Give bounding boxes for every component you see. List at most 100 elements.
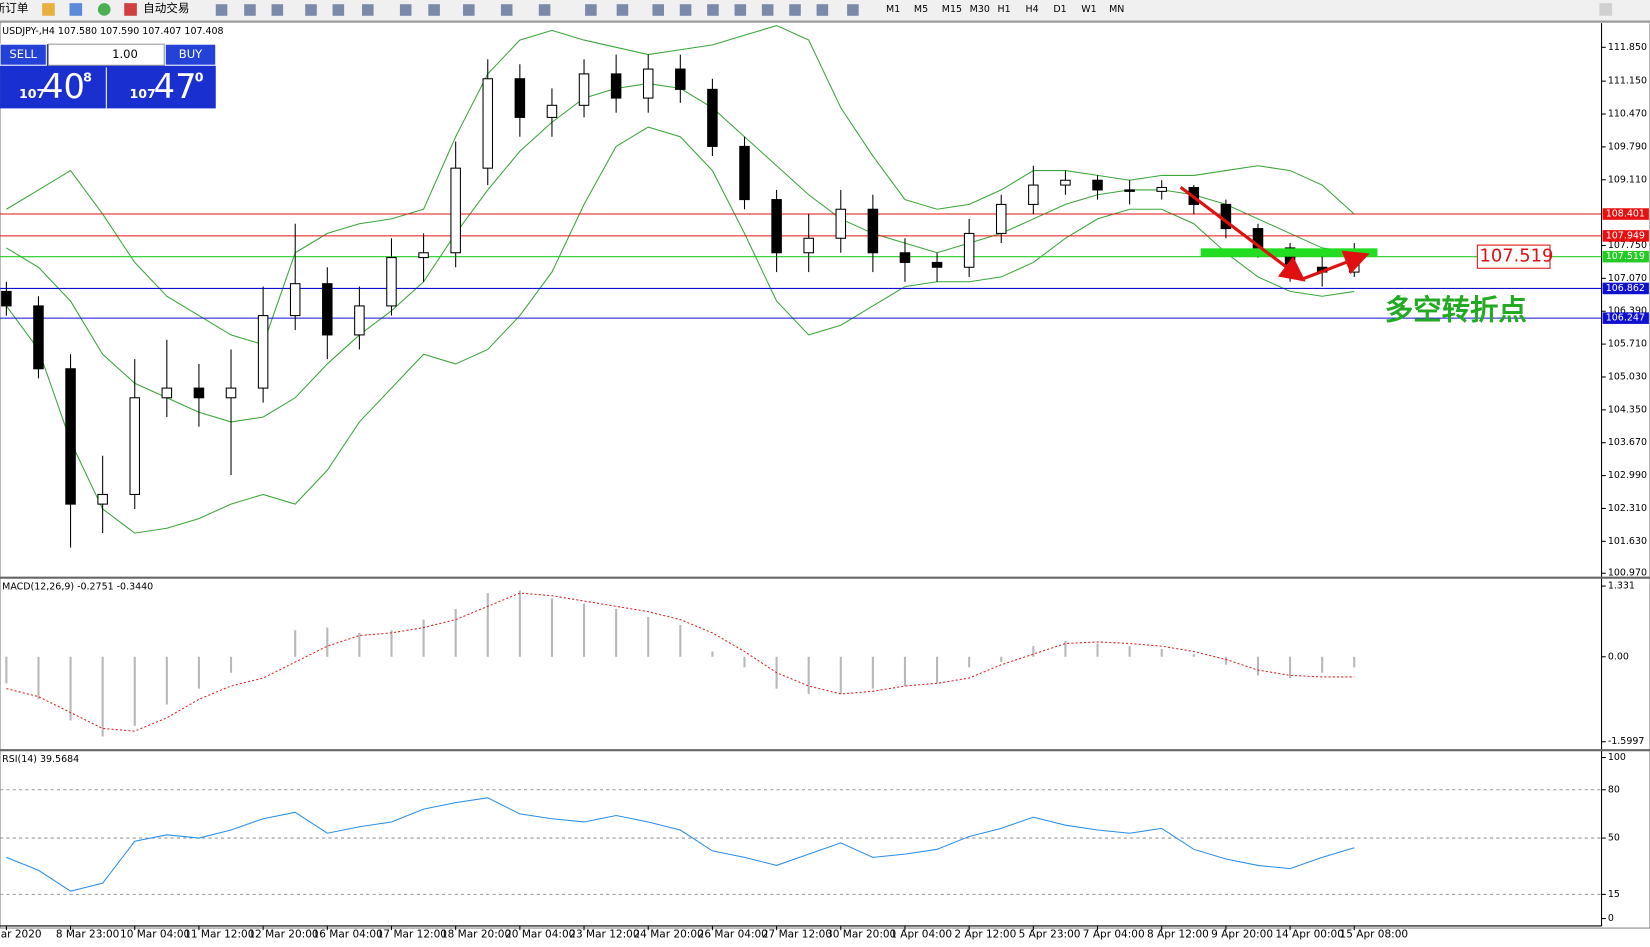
tool-icon[interactable]	[816, 4, 829, 16]
icon[interactable]	[124, 3, 137, 16]
candle-body	[963, 232, 975, 268]
candle-body	[354, 305, 365, 336]
tool-icon[interactable]	[244, 4, 256, 16]
tool-icon[interactable]	[305, 4, 317, 16]
timeframe-button[interactable]: W1	[1081, 4, 1096, 15]
sell-price-big[interactable]: 40	[42, 67, 85, 106]
y-tick-label: 106.390	[1608, 306, 1647, 317]
candle-body	[514, 78, 526, 118]
price-callout	[1476, 244, 1551, 269]
indicator-header: RSI(14) 39.5684	[2, 754, 79, 765]
sell-price-sup[interactable]: 8	[83, 69, 92, 84]
tool-icon[interactable]	[399, 4, 412, 16]
timeframe-button[interactable]: H4	[1025, 4, 1038, 15]
timeframe-button[interactable]: M5	[914, 4, 928, 15]
price-tag-label: 106.247	[1606, 313, 1645, 324]
x-tick-label: 1 Apr 04:00	[890, 928, 952, 940]
y-tick-label: 104.350	[1608, 404, 1647, 415]
trade-panel: SELL 1.00 BUY 107 40 8 107 47 0	[0, 43, 217, 109]
timeframe-button[interactable]: M30	[970, 4, 990, 15]
tool-icon[interactable]	[761, 4, 774, 16]
tool-icon[interactable]	[585, 4, 597, 16]
candle-body	[289, 283, 301, 317]
tool-icon[interactable]	[616, 4, 629, 16]
tool-icon[interactable]	[428, 4, 440, 16]
sell-price-prefix[interactable]: 107	[19, 86, 45, 101]
x-tick-label: 9 Apr 20:00	[1211, 928, 1273, 940]
buy-price-prefix[interactable]: 107	[129, 86, 155, 101]
new-order-button[interactable]: 新订单	[0, 1, 28, 15]
buy-label[interactable]: BUY	[179, 47, 203, 61]
candle-body	[1028, 184, 1039, 205]
tool-icon[interactable]	[679, 4, 692, 16]
timeframe-button[interactable]: D1	[1053, 4, 1066, 15]
tool-icon[interactable]	[538, 4, 551, 16]
icon[interactable]	[42, 3, 55, 16]
x-tick-label: 12 Mar 20:00	[248, 928, 318, 940]
candle-body	[1060, 179, 1071, 186]
candle-body	[97, 493, 108, 505]
tool-icon[interactable]	[500, 4, 513, 16]
tool-icon[interactable]	[332, 4, 345, 16]
y-tick-label: 109.110	[1608, 174, 1647, 185]
candle-body	[899, 252, 911, 263]
sell-button[interactable]	[0, 43, 47, 66]
chart-frame	[0, 21, 1650, 929]
price-tag-label: 106.862	[1606, 283, 1645, 294]
indicator-header: USDJPY-,H4 107.580 107.590 107.407 107.4…	[2, 26, 223, 37]
y-tick-label: 107.750	[1608, 240, 1647, 251]
timeframe-button[interactable]: M15	[942, 4, 962, 15]
tool-icon[interactable]	[362, 4, 374, 16]
timeframe-button[interactable]: H1	[998, 4, 1011, 15]
tool-icon[interactable]	[734, 4, 747, 16]
annotation: 多空转折点	[1385, 293, 1527, 326]
candle-body	[1252, 228, 1264, 249]
arrow	[1302, 250, 1370, 281]
lot-input[interactable]	[47, 43, 165, 66]
tool-icon[interactable]	[789, 4, 801, 16]
x-tick-label: 20 Mar 04:00	[505, 928, 575, 940]
candle-body	[386, 257, 397, 307]
buy-price-sup[interactable]: 0	[195, 69, 204, 84]
tool-icon[interactable]	[271, 4, 284, 16]
y-tick-label: 102.310	[1608, 503, 1647, 514]
y-tick-label: 107.070	[1608, 273, 1647, 284]
x-tick-label: Mar 2020	[0, 928, 42, 940]
y-tick-label: -1.5997	[1608, 736, 1645, 747]
y-tick-label: 100.970	[1608, 568, 1647, 579]
tool-icon[interactable]	[215, 4, 228, 16]
timeframe-button[interactable]: M1	[886, 4, 900, 15]
y-tick-label: 110.470	[1608, 109, 1647, 120]
lot-value[interactable]: 1.00	[112, 47, 138, 61]
tool-icon[interactable]	[847, 4, 859, 16]
x-tick-label: 10 Mar 04:00	[120, 928, 190, 940]
candle-body	[1092, 179, 1103, 191]
price-tag	[1602, 208, 1649, 220]
tool-icon[interactable]	[652, 4, 665, 16]
y-tick-label: 0.00	[1608, 651, 1629, 662]
x-tick-label: 8 Mar 23:00	[56, 928, 120, 940]
price-tag	[1602, 250, 1649, 263]
buy-price-big[interactable]: 47	[154, 67, 197, 106]
sell-label[interactable]: SELL	[9, 47, 37, 61]
y-tick-label: 109.790	[1608, 141, 1647, 152]
search-icon[interactable]	[1599, 3, 1613, 16]
candle-body	[1, 290, 12, 307]
x-tick-label: 2 Apr 12:00	[954, 928, 1016, 940]
candle-body	[803, 237, 814, 254]
timeframe-button[interactable]: MN	[1109, 4, 1124, 15]
buy-button[interactable]	[164, 43, 217, 66]
candle-body	[578, 73, 590, 106]
candle-body	[1124, 189, 1135, 192]
candle-body	[995, 203, 1007, 234]
price-callout-label: 107.519	[1479, 246, 1553, 267]
toolbar-icons	[215, 4, 859, 16]
tool-icon[interactable]	[463, 4, 475, 16]
x-tick-label: 5 Apr 23:00	[1019, 928, 1081, 940]
icon[interactable]	[97, 3, 111, 16]
icon[interactable]	[69, 3, 83, 16]
auto-trading-button[interactable]: 自动交易	[143, 1, 189, 15]
tool-icon[interactable]	[707, 4, 719, 16]
